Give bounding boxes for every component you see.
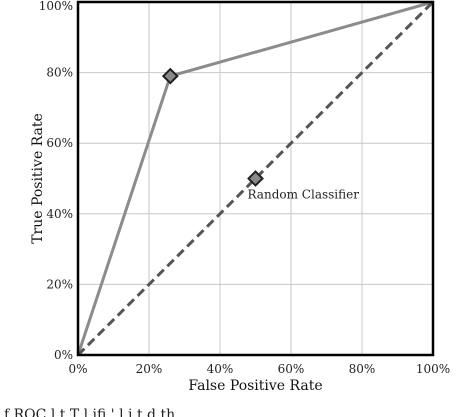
x-tick-label: 0% (68, 362, 87, 376)
annotation-label: Random Classifier (248, 188, 360, 202)
plot-frame (76, 0, 435, 357)
figure-caption: f ROC l t T l ifi ' l i t d th (4, 396, 474, 417)
x-tick-label: 60% (278, 362, 305, 376)
x-axis-title: False Positive Rate (188, 378, 322, 394)
x-tick-label: 80% (349, 362, 376, 376)
x-tick-label: 20% (136, 362, 163, 376)
y-tick-label: 80% (46, 66, 73, 80)
roc-chart: 0% 20% 40% 60% 80% 100% 0% 20% 40% 60% 80% 100% Ra… (30, 0, 450, 394)
x-tick-labels: 0% 20% 40% 60% 80% 100% (68, 362, 450, 376)
y-tick-label: 60% (46, 136, 73, 150)
y-tick-label: 20% (46, 277, 73, 291)
y-axis-title: True Positive Rate (30, 113, 46, 244)
y-tick-label: 100% (39, 0, 73, 13)
marker-layer (161, 67, 264, 187)
y-tick-labels: 0% 20% 40% 60% 80% 100% (39, 0, 73, 362)
x-tick-label: 40% (207, 362, 234, 376)
y-tick-label: 40% (46, 207, 73, 221)
caption-text: f ROC l t T l ifi ' l i t d th (4, 407, 176, 417)
random-classifier-marker (247, 170, 264, 187)
roc-point-marker (161, 67, 179, 85)
x-tick-label: 100% (416, 362, 450, 376)
y-tick-label: 0% (54, 348, 73, 362)
annotations: Random Classifier (248, 188, 360, 202)
